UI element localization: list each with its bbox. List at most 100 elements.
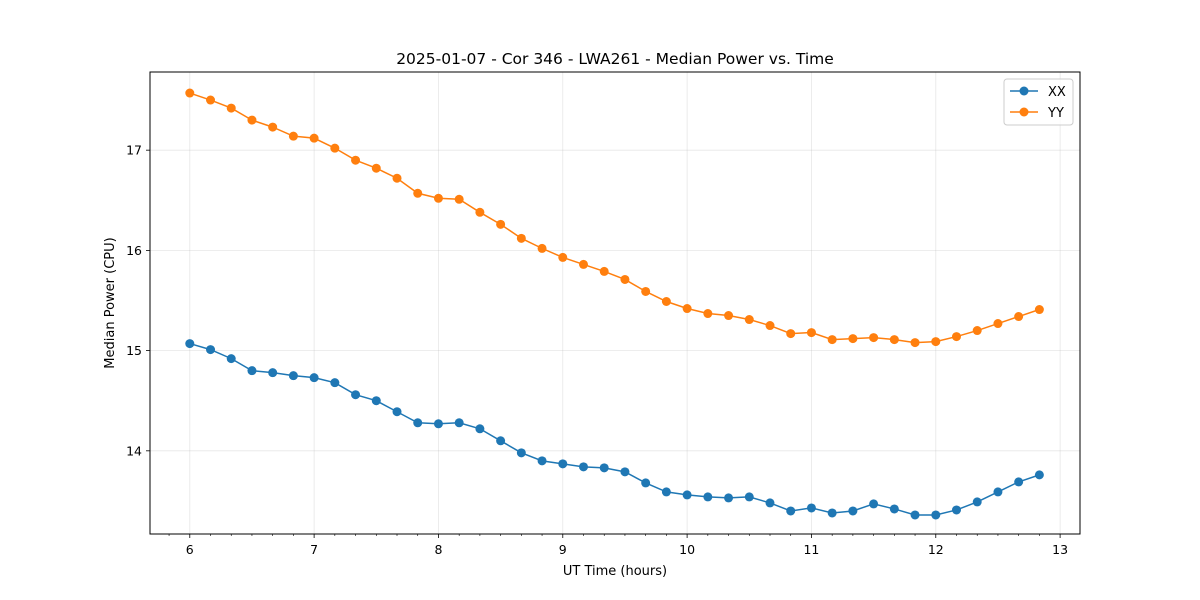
data-point-xx — [786, 506, 796, 516]
data-point-xx — [1014, 477, 1024, 487]
y-axis-ticks: 14 15 16 17 — [126, 143, 150, 458]
data-point-yy — [952, 332, 962, 342]
data-point-yy — [247, 115, 257, 125]
plot-frame — [149, 71, 1081, 535]
data-point-yy — [931, 337, 941, 347]
data-point-yy — [330, 143, 340, 153]
data-point-xx — [952, 505, 962, 515]
data-point-xx — [330, 378, 340, 388]
data-point-yy — [889, 335, 899, 345]
data-point-yy — [1034, 305, 1044, 315]
data-point-xx — [1034, 470, 1044, 480]
data-point-yy — [558, 252, 568, 262]
data-point-xx — [682, 490, 692, 500]
data-point-xx — [268, 368, 278, 378]
data-point-xx — [392, 407, 402, 417]
y-tick-label: 16 — [126, 243, 142, 258]
data-point-xx — [433, 419, 443, 429]
data-point-xx — [910, 510, 920, 520]
data-point-xx — [620, 467, 630, 477]
x-tick-label: 11 — [803, 542, 819, 557]
data-point-yy — [682, 304, 692, 314]
data-point-yy — [972, 326, 982, 336]
data-point-yy — [661, 296, 671, 306]
x-axis-label: UT Time (hours) — [563, 564, 667, 579]
data-point-yy — [765, 321, 775, 331]
data-point-yy — [351, 155, 361, 165]
legend-marker-xx — [1019, 86, 1029, 96]
data-point-yy — [288, 131, 298, 141]
data-point-yy — [392, 173, 402, 183]
data-point-yy — [454, 194, 464, 204]
data-point-xx — [661, 487, 671, 497]
data-point-yy — [579, 259, 589, 269]
data-point-xx — [599, 463, 609, 473]
data-point-yy — [185, 88, 195, 98]
data-point-yy — [268, 122, 278, 132]
x-tick-label: 10 — [679, 542, 695, 557]
x-tick-label: 12 — [928, 542, 944, 557]
data-point-yy — [848, 334, 858, 344]
data-point-xx — [558, 459, 568, 469]
data-point-xx — [744, 492, 754, 502]
data-point-xx — [806, 503, 816, 513]
x-tick-label: 7 — [310, 542, 318, 557]
legend-marker-yy — [1019, 107, 1029, 117]
data-point-xx — [185, 339, 195, 349]
data-point-xx — [703, 492, 713, 502]
data-point-xx — [931, 510, 941, 520]
data-point-xx — [351, 390, 361, 400]
data-point-yy — [806, 328, 816, 338]
data-point-xx — [247, 366, 257, 376]
legend-label-xx: XX — [1048, 85, 1066, 100]
data-point-yy — [433, 193, 443, 203]
y-tick-label: 17 — [126, 143, 142, 158]
grid — [150, 72, 1080, 534]
y-tick-label: 14 — [126, 443, 142, 458]
chart-title: 2025-01-07 - Cor 346 - LWA261 - Median P… — [396, 50, 834, 68]
data-point-xx — [848, 506, 858, 516]
series-group — [185, 88, 1044, 520]
data-point-xx — [413, 418, 423, 428]
data-point-yy — [371, 163, 381, 173]
data-point-yy — [703, 309, 713, 319]
data-point-xx — [724, 493, 734, 503]
data-point-xx — [641, 478, 651, 488]
data-point-xx — [869, 499, 879, 509]
data-point-yy — [786, 329, 796, 339]
data-point-xx — [765, 498, 775, 508]
x-tick-label: 8 — [434, 542, 442, 557]
data-point-yy — [744, 315, 754, 325]
data-point-yy — [599, 266, 609, 276]
y-tick-label: 15 — [126, 343, 142, 358]
data-point-yy — [516, 233, 526, 243]
data-point-xx — [827, 508, 837, 518]
legend: XX YY — [1003, 78, 1074, 126]
data-point-xx — [579, 462, 589, 472]
data-point-yy — [827, 335, 837, 345]
data-point-xx — [889, 504, 899, 514]
data-point-yy — [537, 243, 547, 253]
x-tick-label: 6 — [186, 542, 194, 557]
data-point-yy — [309, 133, 319, 143]
data-point-xx — [516, 448, 526, 458]
data-point-xx — [309, 373, 319, 383]
data-point-yy — [641, 286, 651, 296]
data-point-yy — [1014, 312, 1024, 322]
data-point-yy — [620, 274, 630, 284]
data-point-yy — [993, 319, 1003, 329]
data-point-yy — [226, 103, 236, 113]
x-axis-ticks: 6 7 8 9 10 11 12 13 — [168, 534, 1068, 557]
data-point-xx — [993, 487, 1003, 497]
data-point-yy — [413, 188, 423, 198]
data-point-xx — [288, 371, 298, 381]
data-point-xx — [972, 497, 982, 507]
legend-label-yy: YY — [1047, 106, 1064, 121]
data-point-xx — [371, 396, 381, 406]
x-tick-label: 13 — [1052, 542, 1068, 557]
data-point-yy — [910, 338, 920, 348]
data-point-xx — [537, 456, 547, 466]
data-point-xx — [496, 436, 506, 446]
